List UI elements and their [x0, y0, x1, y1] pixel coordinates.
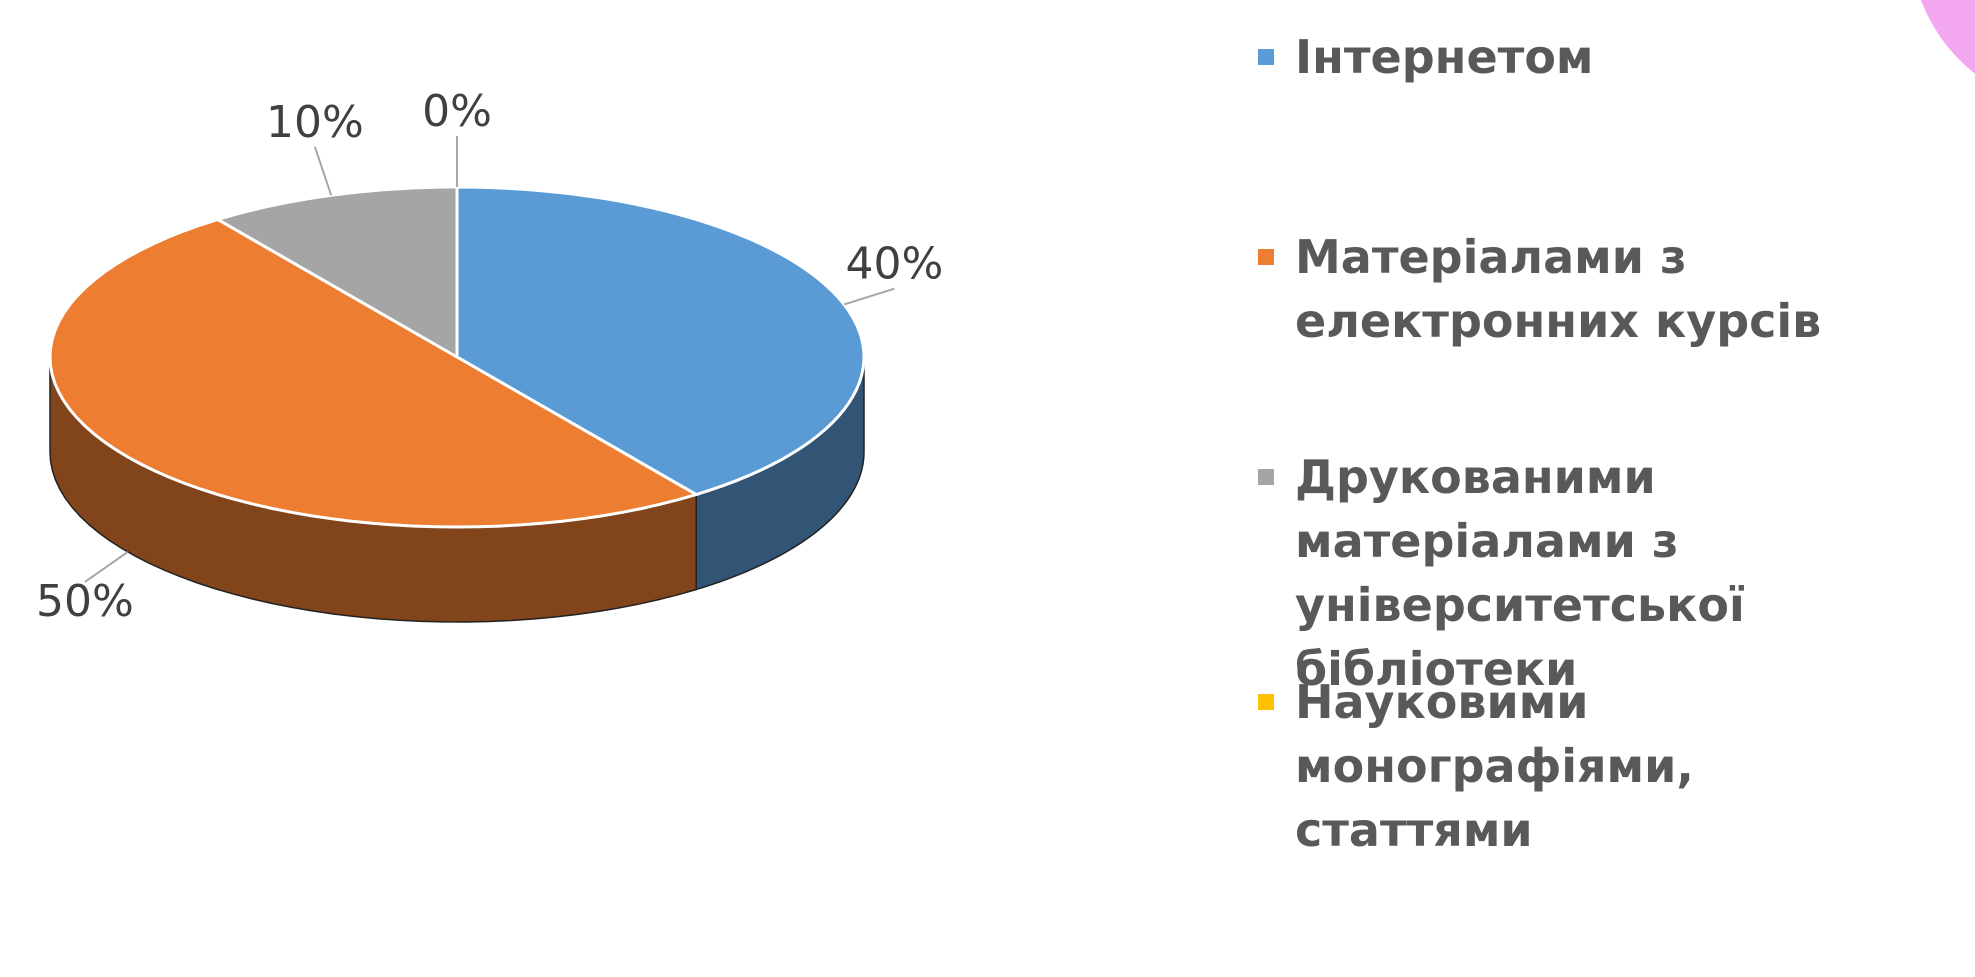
- legend-label: Друкованими матеріалами з університетськ…: [1295, 450, 1745, 696]
- data-label: 0%: [422, 86, 492, 137]
- legend-label: Матеріалами з електронних курсів: [1295, 230, 1822, 348]
- decor-circle: [1920, 0, 1975, 74]
- legend-swatch: [1258, 249, 1274, 265]
- legend-swatch: [1258, 49, 1274, 65]
- legend-label: Інтернетом: [1295, 30, 1594, 84]
- data-label: 50%: [36, 576, 134, 627]
- leader-line: [313, 146, 333, 196]
- legend-swatch: [1258, 694, 1274, 710]
- leader-line: [843, 287, 895, 306]
- data-label: 10%: [266, 97, 364, 148]
- legend-swatch: [1258, 469, 1274, 485]
- leader-line: [84, 551, 129, 583]
- legend-label: Науковими монографіями, статтями: [1295, 675, 1694, 857]
- slice: [48, 217, 701, 529]
- data-label: 40%: [846, 239, 944, 290]
